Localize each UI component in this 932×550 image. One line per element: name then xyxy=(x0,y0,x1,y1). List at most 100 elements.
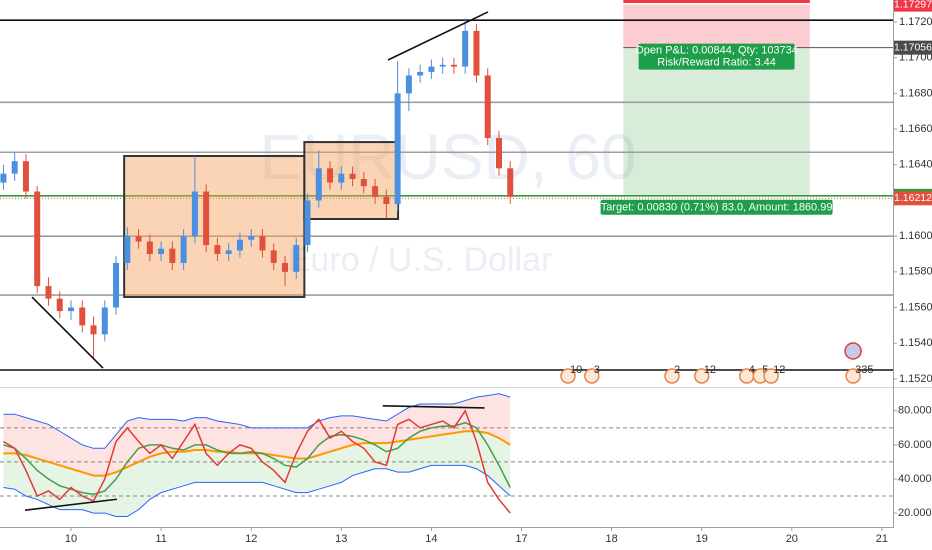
stop-zone-top xyxy=(623,0,810,3)
x-tick-label: 12 xyxy=(245,533,257,545)
candle-body xyxy=(507,168,514,197)
candle-body xyxy=(180,236,187,263)
event-label: 3 xyxy=(594,364,600,376)
candle-body xyxy=(248,236,255,240)
y-tick-label: 60.0000 xyxy=(898,439,932,451)
y-tick-label: 40.0000 xyxy=(898,473,932,485)
candle-body xyxy=(450,64,457,67)
pnl-text: Open P&L: 0.00844, Qty: 103734 xyxy=(635,45,798,57)
y-tick-label: 1.17200 xyxy=(899,16,932,28)
candle-body xyxy=(101,307,108,335)
event-label: 2 xyxy=(674,364,680,376)
candle-body xyxy=(372,186,379,197)
event-icon xyxy=(664,368,680,384)
price-label-bg xyxy=(894,191,932,206)
price-label: 1.16212 xyxy=(894,192,932,204)
candle-body xyxy=(191,191,198,237)
candle-body xyxy=(428,66,435,72)
x-tick-label: 21 xyxy=(876,533,888,545)
x-tick-label: 13 xyxy=(335,533,347,545)
candle-body xyxy=(259,236,266,251)
y-tick-label: 1.16000 xyxy=(899,230,932,242)
y-tick-label: 1.16800 xyxy=(899,87,932,99)
stop-zone xyxy=(623,4,810,48)
event-label: 12 xyxy=(773,364,785,376)
event-icon xyxy=(693,368,710,384)
band-fill-upper xyxy=(3,393,511,476)
x-tick-label: 17 xyxy=(515,533,527,545)
event-icon xyxy=(560,368,576,384)
candle-body xyxy=(146,241,153,254)
oscillator-line xyxy=(3,421,511,496)
event-icon xyxy=(844,342,862,360)
candle-body xyxy=(383,196,390,205)
range-box xyxy=(123,154,306,299)
candle-body xyxy=(360,179,367,187)
oscillator-line xyxy=(3,464,511,517)
candle-body xyxy=(327,168,334,183)
event-icon xyxy=(763,368,779,384)
candle-body xyxy=(473,30,480,76)
candle-body xyxy=(304,200,311,246)
candle-body xyxy=(417,71,424,76)
candle-body xyxy=(293,245,300,272)
candle-body xyxy=(405,75,412,94)
y-tick-label: 20.0000 xyxy=(898,507,932,519)
event-label: 5 xyxy=(762,364,768,376)
candle-body xyxy=(90,325,97,335)
candle-body xyxy=(203,191,210,246)
trend-line xyxy=(382,405,485,409)
candle-body xyxy=(394,93,401,205)
candle-body xyxy=(169,248,176,263)
target-zone xyxy=(623,47,810,196)
x-tick-label: 18 xyxy=(605,533,617,545)
candle-body xyxy=(214,245,221,254)
candle-body xyxy=(270,250,277,263)
x-tick-label: 11 xyxy=(155,533,166,545)
candle-body xyxy=(22,161,29,192)
candle-body xyxy=(462,30,469,67)
candle-body xyxy=(135,236,142,242)
band-fill-lower xyxy=(3,431,511,517)
price-label-bg xyxy=(894,0,932,12)
y-tick-label: 1.15800 xyxy=(899,266,932,278)
candle-body xyxy=(225,250,232,254)
trend-line xyxy=(24,498,118,511)
oscillator-line xyxy=(3,409,511,514)
y-tick-label: 1.16400 xyxy=(899,159,932,171)
pnl-box xyxy=(638,43,795,70)
trend-line xyxy=(387,11,489,61)
candle-body xyxy=(158,248,165,254)
price-label-bg xyxy=(894,40,932,55)
trend-line xyxy=(31,296,104,369)
x-tick-label: 19 xyxy=(696,533,708,545)
candle-body xyxy=(45,286,52,299)
event-label: 10 xyxy=(570,364,582,376)
y-tick-label: 80.0000 xyxy=(898,405,932,417)
oscillator-line xyxy=(3,430,511,477)
y-tick-label: 1.15400 xyxy=(899,337,932,349)
x-tick-label: 20 xyxy=(786,533,798,545)
candle-body xyxy=(349,173,356,180)
candle-body xyxy=(338,173,345,183)
pnl-text: Risk/Reward Ratio: 3.44 xyxy=(657,57,776,69)
candle-body xyxy=(79,307,86,326)
candle-body xyxy=(11,161,18,174)
y-tick-label: 1.15200 xyxy=(899,373,932,385)
event-label: 4 xyxy=(749,364,755,376)
event-icon xyxy=(845,368,861,384)
oscillator-line xyxy=(3,393,511,449)
event-icon xyxy=(584,368,600,384)
price-label: 1.17056 xyxy=(894,41,932,53)
target-box xyxy=(600,199,833,215)
candle-body xyxy=(124,236,131,263)
x-tick-label: 10 xyxy=(65,533,77,545)
candle-body xyxy=(34,191,41,287)
x-tick-label: 14 xyxy=(425,533,437,545)
candle-body xyxy=(439,64,446,67)
target-text: Target: 0.00830 (0.71%) 83.0, Amount: 18… xyxy=(601,202,833,214)
y-tick-label: 1.16600 xyxy=(899,123,932,135)
candle-body xyxy=(484,75,491,138)
